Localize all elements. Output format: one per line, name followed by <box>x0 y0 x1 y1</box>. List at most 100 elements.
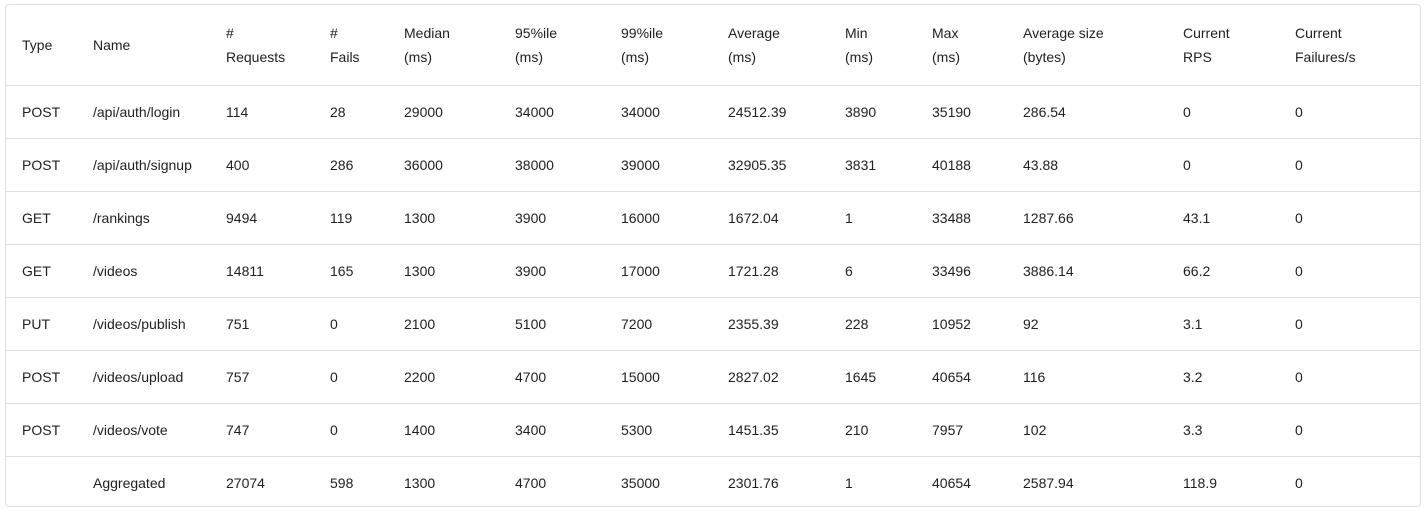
column-header-min[interactable]: Min (ms) <box>829 5 916 86</box>
cell-average-size: 3886.14 <box>1007 244 1167 298</box>
column-header-fails[interactable]: # Fails <box>314 5 388 86</box>
cell-fails: 598 <box>330 474 354 491</box>
cell-type <box>6 456 77 506</box>
cell-requests: 9494 <box>210 191 314 245</box>
cell-name: /videos/publish <box>77 297 210 351</box>
cell-name: /videos/vote <box>77 403 210 457</box>
cell-requests: 27074 <box>226 474 265 491</box>
column-header-line2: (bytes) <box>1023 48 1066 65</box>
cell-average-size: 1287.66 <box>1007 191 1167 245</box>
column-header-line2: (ms) <box>728 48 756 65</box>
cell-fails: 119 <box>314 191 388 245</box>
cell-max: 33488 <box>916 191 1007 245</box>
cell-median: 2100 <box>388 297 499 351</box>
cell-name: /videos <box>77 244 210 298</box>
cell-average-size: 2587.94 <box>1023 474 1074 491</box>
cell-current-failures: 0 <box>1279 350 1420 404</box>
cell-current-rps: 43.1 <box>1167 191 1279 245</box>
cell-name: Aggregated <box>93 474 166 491</box>
column-header-line2: (ms) <box>845 48 873 65</box>
cell-requests: 751 <box>210 297 314 351</box>
cell-p99: 39000 <box>605 138 712 192</box>
cell-current-failures: 0 <box>1279 138 1420 192</box>
cell-max: 33496 <box>916 244 1007 298</box>
cell-requests: 14811 <box>210 244 314 298</box>
cell-p99: 7200 <box>605 297 712 351</box>
column-header-current-rps[interactable]: Current RPS <box>1167 5 1279 86</box>
column-header-line1: Type <box>22 36 53 53</box>
column-header-line1: Current <box>1183 24 1230 41</box>
column-header-95-percentile[interactable]: 95%ile (ms) <box>499 5 605 86</box>
cell-min: 228 <box>829 297 916 351</box>
cell-current-rps: 3.3 <box>1167 403 1279 457</box>
column-header-current-failures[interactable]: Current Failures/s <box>1279 5 1420 86</box>
cell-p95: 3900 <box>499 191 605 245</box>
cell-average: 1672.04 <box>712 191 829 245</box>
cell-max: 10952 <box>916 297 1007 351</box>
cell-requests: 747 <box>210 403 314 457</box>
cell-p95: 4700 <box>499 350 605 404</box>
cell-type: POST <box>6 403 77 457</box>
cell-p99: 5300 <box>605 403 712 457</box>
cell-average: 32905.35 <box>712 138 829 192</box>
column-header-99-percentile[interactable]: 99%ile (ms) <box>605 5 712 86</box>
cell-type: GET <box>6 244 77 298</box>
cell-average-size: 92 <box>1007 297 1167 351</box>
statistics-table: Type Name # Requests # Fails Median (ms) 95… <box>6 5 1420 506</box>
cell-p95: 34000 <box>499 85 605 139</box>
cell-current-rps: 3.2 <box>1167 350 1279 404</box>
column-header-type[interactable]: Type <box>6 5 77 86</box>
cell-type: PUT <box>6 297 77 351</box>
cell-min: 3890 <box>829 85 916 139</box>
cell-average: 2827.02 <box>712 350 829 404</box>
cell-average-size: 102 <box>1007 403 1167 457</box>
cell-current-rps: 118.9 <box>1183 474 1217 491</box>
column-header-line1: # <box>330 24 338 41</box>
table-row: POST/api/auth/signup 400 286 36000 38000 3900… <box>6 138 1420 192</box>
column-header-line2: (ms) <box>515 48 543 65</box>
cell-requests: 400 <box>210 138 314 192</box>
column-header-line2: (ms) <box>621 48 649 65</box>
cell-p95: 5100 <box>499 297 605 351</box>
column-header-median[interactable]: Median (ms) <box>388 5 499 86</box>
table-row: GET/rankings 9494 119 1300 3900 16000 1672.04 1… <box>6 191 1420 245</box>
cell-max: 7957 <box>916 403 1007 457</box>
cell-name: /videos/upload <box>77 350 210 404</box>
cell-type: GET <box>6 191 77 245</box>
cell-median: 29000 <box>388 85 499 139</box>
cell-name: /api/auth/signup <box>77 138 210 192</box>
column-header-max[interactable]: Max (ms) <box>916 5 1007 86</box>
cell-type: POST <box>6 85 77 139</box>
cell-fails: 286 <box>314 138 388 192</box>
cell-current-failures: 0 <box>1279 85 1420 139</box>
cell-current-rps: 3.1 <box>1167 297 1279 351</box>
cell-median: 1300 <box>388 191 499 245</box>
column-header-line1: # <box>226 24 234 41</box>
column-header-line2: RPS <box>1183 48 1212 65</box>
cell-p99: 15000 <box>605 350 712 404</box>
column-header-average-size[interactable]: Average size (bytes) <box>1007 5 1167 86</box>
column-header-line2: Failures/s <box>1295 48 1356 65</box>
cell-p99: 17000 <box>605 244 712 298</box>
statistics-table-card: Type Name # Requests # Fails Median (ms) 95… <box>5 4 1421 507</box>
column-header-line2: (ms) <box>404 48 432 65</box>
cell-average-size: 286.54 <box>1007 85 1167 139</box>
table-body: POST/api/auth/login 114 28 29000 34000 34000 2… <box>6 85 1420 506</box>
cell-current-failures: 0 <box>1279 191 1420 245</box>
column-header-requests[interactable]: # Requests <box>210 5 314 86</box>
table-header: Type Name # Requests # Fails Median (ms) 95… <box>6 5 1420 86</box>
cell-max: 35190 <box>916 85 1007 139</box>
column-header-line1: Average size <box>1023 24 1104 41</box>
cell-fails: 0 <box>314 403 388 457</box>
cell-min: 1 <box>845 474 853 491</box>
cell-max: 40188 <box>916 138 1007 192</box>
cell-min: 3831 <box>829 138 916 192</box>
cell-p95: 4700 <box>515 474 547 491</box>
cell-median: 1300 <box>388 244 499 298</box>
cell-median: 2200 <box>388 350 499 404</box>
cell-fails: 165 <box>314 244 388 298</box>
column-header-average[interactable]: Average (ms) <box>712 5 829 86</box>
column-header-line1: Current <box>1295 24 1342 41</box>
column-header-name[interactable]: Name <box>77 5 210 86</box>
cell-requests: 114 <box>210 85 314 139</box>
